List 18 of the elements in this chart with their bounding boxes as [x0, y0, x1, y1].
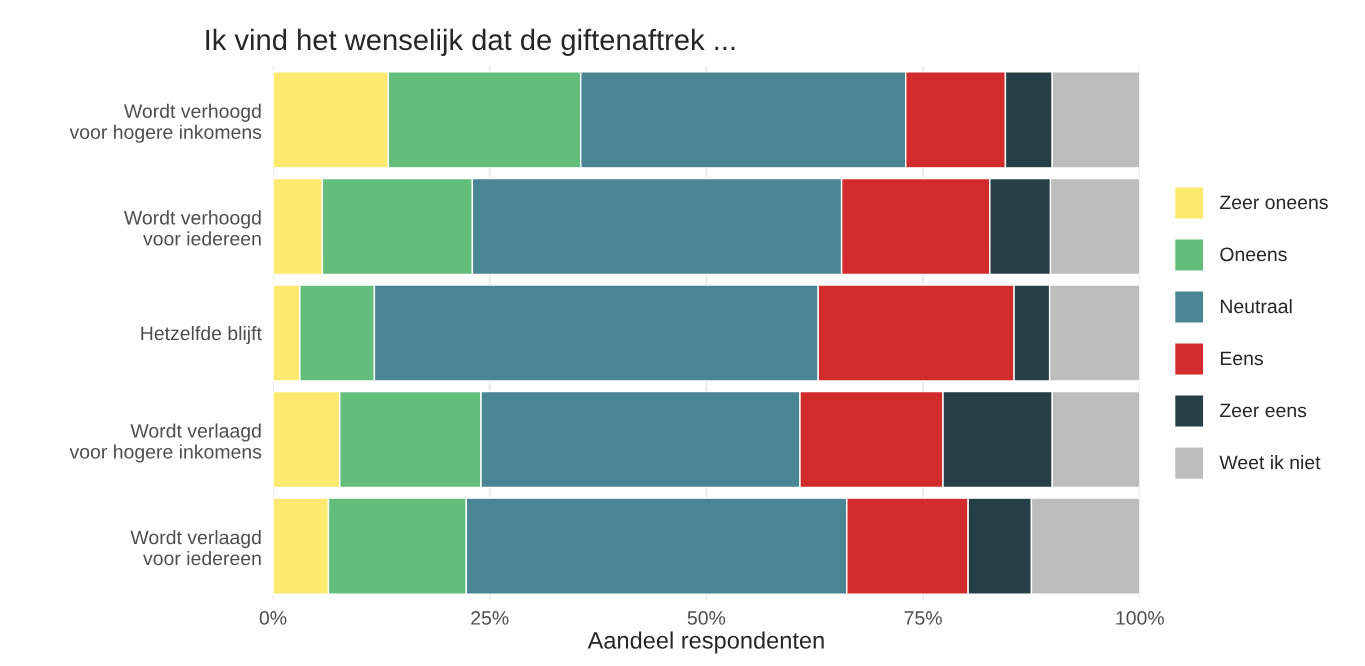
x-tick-label: 100% [1116, 611, 1164, 625]
y-tick-label: Wordt verhoogd voor hogere inkomens [69, 103, 262, 143]
x-tick-label: 25% [471, 611, 509, 625]
legend-label: Zeer eens [1219, 403, 1307, 418]
legend-label: Eens [1220, 351, 1263, 366]
x-axis-title: Aandeel respondenten [587, 631, 824, 654]
y-tick-label: Hetzelfde blijft [141, 325, 262, 345]
legend-label: Weet ik niet [1219, 455, 1321, 470]
x-tick-label: 50% [687, 611, 726, 625]
legend-label: Neutraal [1220, 298, 1292, 314]
x-tick-label: 75% [904, 611, 942, 625]
y-tick-label: Wordt verlaagd voor iedereen [130, 530, 261, 566]
x-tick-label: 0% [259, 611, 287, 625]
chart-title: Ik vind het wenselijk dat de giftenaftrek ... [206, 28, 735, 56]
legend-label: Zeer oneens [1219, 195, 1328, 210]
y-tick-label: Wordt verlaagd voor hogere inkomens [69, 423, 262, 463]
y-tick-label: Wordt verhoogd voor iedereen [123, 210, 261, 246]
legend-label: Oneens [1220, 247, 1287, 262]
